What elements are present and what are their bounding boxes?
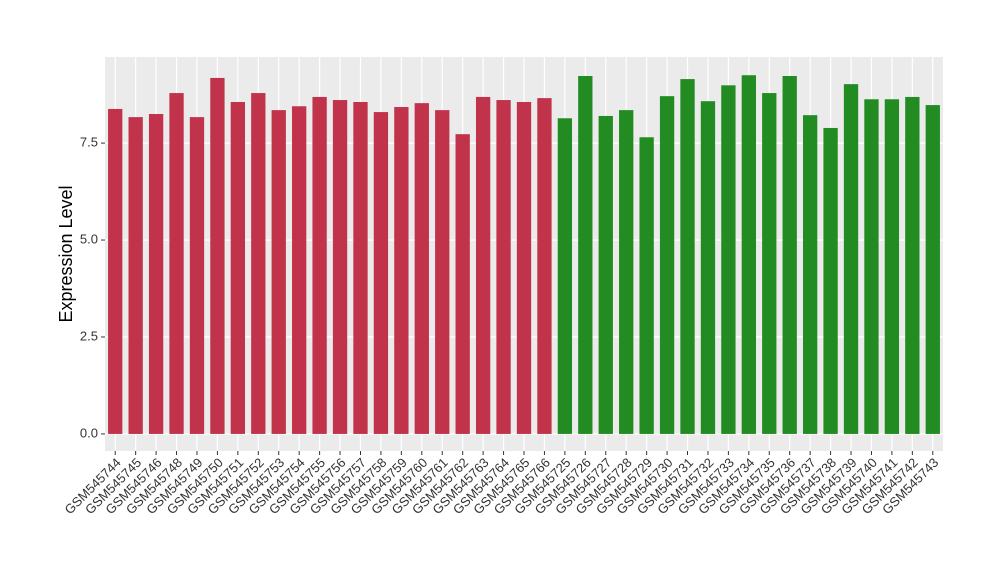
bar bbox=[414, 103, 429, 434]
bar bbox=[782, 76, 797, 434]
bar bbox=[721, 85, 736, 434]
bar bbox=[843, 84, 859, 434]
bar bbox=[802, 115, 818, 434]
y-tick-label: 7.5 bbox=[80, 135, 98, 150]
bar bbox=[230, 101, 246, 434]
bar bbox=[762, 93, 777, 434]
bar bbox=[741, 75, 756, 434]
bar bbox=[394, 107, 409, 434]
bar bbox=[537, 98, 552, 434]
bar bbox=[210, 77, 225, 434]
bar bbox=[169, 93, 184, 434]
bar bbox=[496, 100, 511, 434]
bar bbox=[905, 96, 920, 434]
bar bbox=[475, 96, 491, 434]
bar bbox=[271, 110, 286, 434]
bar bbox=[925, 105, 940, 434]
bar bbox=[619, 110, 634, 434]
bar bbox=[332, 100, 348, 434]
bar bbox=[435, 110, 450, 434]
y-tick-label: 0.0 bbox=[80, 425, 98, 440]
bar bbox=[455, 134, 470, 434]
bar bbox=[373, 112, 389, 434]
bar bbox=[639, 137, 654, 434]
bar bbox=[884, 99, 900, 434]
bar bbox=[251, 93, 266, 434]
bar bbox=[353, 101, 368, 434]
bar bbox=[700, 101, 716, 434]
bar bbox=[598, 115, 613, 434]
y-tick-label: 2.5 bbox=[80, 328, 98, 343]
y-axis-title: Expression Level bbox=[56, 185, 76, 322]
bar bbox=[189, 117, 205, 434]
bar bbox=[823, 127, 838, 434]
bar bbox=[659, 96, 675, 434]
bar bbox=[312, 96, 327, 434]
bar bbox=[148, 114, 164, 434]
bar bbox=[680, 79, 695, 434]
bar bbox=[864, 99, 879, 434]
bar bbox=[108, 108, 123, 434]
bar bbox=[557, 118, 573, 434]
bar bbox=[292, 106, 307, 434]
bar bbox=[578, 76, 593, 434]
y-tick-label: 5.0 bbox=[80, 231, 98, 246]
bar bbox=[516, 101, 532, 434]
bar bbox=[128, 117, 143, 434]
